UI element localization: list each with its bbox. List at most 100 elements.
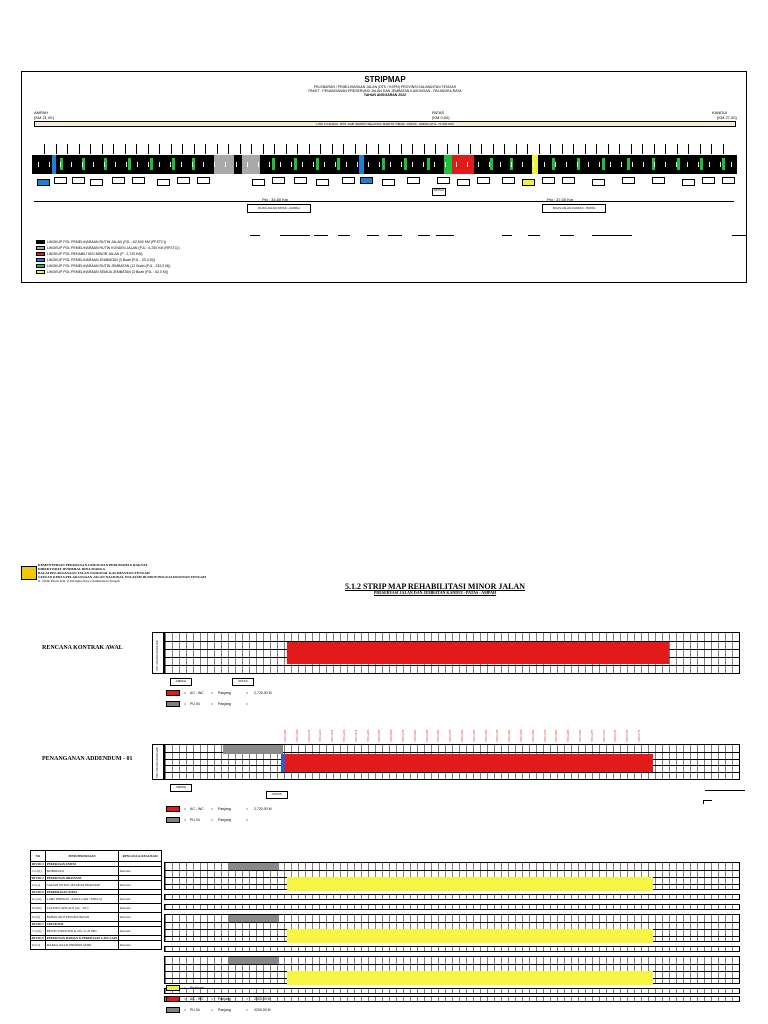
acwc-fill bbox=[283, 754, 653, 772]
stripmap-title: STRIPMAP bbox=[364, 75, 406, 84]
grid-row-line bbox=[165, 751, 739, 753]
legend-text: = bbox=[246, 818, 249, 822]
station-tick bbox=[665, 144, 666, 154]
legend-text: Panjang bbox=[218, 702, 231, 706]
lane-dash bbox=[93, 162, 94, 167]
red-station-label: STA 0+775 bbox=[638, 729, 641, 742]
lane-dash bbox=[665, 162, 666, 167]
lane-dash bbox=[115, 162, 116, 167]
station-tick bbox=[331, 144, 333, 154]
station-tick bbox=[67, 144, 68, 154]
green-marker bbox=[427, 158, 430, 170]
green-marker bbox=[602, 158, 605, 170]
table-cell: LAPIS PEREKAT - ASPAL CAIR / EMULSI bbox=[44, 894, 120, 904]
green-marker bbox=[404, 158, 407, 170]
lane-dash bbox=[555, 162, 556, 167]
lane-dash bbox=[588, 162, 589, 167]
green-marker bbox=[337, 158, 340, 170]
legend-addendum: = AC - WC = Panjang = 2,720,00 M = PU 04 = Panjan… bbox=[166, 806, 316, 828]
green-marker bbox=[677, 158, 680, 170]
legend-label: LINGKUP POL PEMELIHARAAN RUTIN JALAN (PJ… bbox=[47, 240, 166, 244]
lane-dash bbox=[214, 162, 215, 167]
table-header-cell: NO bbox=[30, 850, 46, 862]
station-tick bbox=[607, 144, 609, 154]
lane-dash bbox=[346, 162, 347, 167]
legend-text: = bbox=[184, 807, 187, 811]
station-tick bbox=[113, 144, 114, 154]
legend-text: = bbox=[211, 702, 214, 706]
lane-dash bbox=[401, 162, 402, 167]
red-segment bbox=[452, 155, 474, 174]
bridge-name-chip bbox=[250, 233, 260, 236]
bridge-name-chip bbox=[528, 233, 540, 236]
side-sta-box-2: STA : 000+000 s/d 000+000 bbox=[152, 744, 164, 780]
legend-text: = bbox=[246, 691, 249, 695]
ministry-logo bbox=[21, 566, 37, 580]
legend-text: = bbox=[184, 997, 187, 1001]
org-header: KEMENTERIAN PEKERJAAN UMUM DAN PERUMAHAN… bbox=[38, 563, 206, 583]
bridge-name-chip bbox=[436, 233, 454, 236]
structure-box bbox=[272, 177, 285, 184]
red-station-label: STA 0+750 bbox=[626, 729, 630, 742]
legend-label: LINGKUP POL PEMELIHARAAN RUTIN JEMBATAN … bbox=[47, 264, 171, 268]
legend-text: PU 04 bbox=[190, 1008, 200, 1012]
gray-segment bbox=[214, 155, 234, 174]
red-station-label: STA 0+075 bbox=[307, 729, 311, 742]
station-tick bbox=[642, 144, 643, 154]
lane-dash bbox=[489, 162, 490, 167]
bridge-marker bbox=[52, 155, 56, 174]
station-tick bbox=[159, 144, 160, 154]
lane-dash bbox=[577, 162, 578, 167]
mid-km-label: (KM 0,00) bbox=[432, 115, 450, 120]
org-line-5: Jl. Tjilik Riwut Km. 6 Palangka Raya, Ka… bbox=[38, 579, 120, 583]
structure-box bbox=[90, 179, 103, 186]
structure-box bbox=[157, 179, 170, 186]
lane-dash bbox=[412, 162, 413, 167]
station-tick bbox=[446, 144, 448, 154]
station-tick bbox=[630, 144, 632, 154]
grid-row-line bbox=[165, 870, 739, 871]
green-marker bbox=[192, 158, 195, 170]
station-tick bbox=[320, 144, 321, 154]
station-tick bbox=[538, 144, 540, 154]
span-right-label: Pjg : 37,00 Km bbox=[547, 197, 574, 202]
structure-box bbox=[477, 177, 490, 184]
station-tick bbox=[619, 144, 620, 154]
span-left-label: Pjg : 34,50 Km bbox=[262, 197, 289, 202]
lane-dash bbox=[181, 162, 182, 167]
patas-box-1: PATAS bbox=[232, 678, 254, 686]
bridge-name-chip bbox=[502, 233, 512, 236]
red-station-label: STA 0+725 bbox=[614, 729, 618, 742]
lane-dash bbox=[467, 162, 468, 167]
realisasi-band bbox=[164, 914, 740, 943]
station-tick bbox=[400, 144, 402, 154]
station-tick bbox=[389, 144, 390, 154]
bridge-name-chip bbox=[314, 233, 328, 236]
table-cell: 9.2 (1) bbox=[30, 940, 46, 950]
station-tick bbox=[573, 144, 574, 154]
legend-swatch bbox=[36, 246, 45, 250]
red-station-label: STA 0+550 bbox=[531, 729, 535, 742]
patas-box-2: PATAS bbox=[266, 791, 288, 799]
side-sta-label-1: STA : 000+000 s/d 000+000 bbox=[156, 640, 159, 671]
legend-text: = bbox=[211, 691, 214, 695]
bridge-marker bbox=[444, 155, 452, 174]
structure-boxes bbox=[32, 177, 737, 197]
grid-panel-addendum bbox=[164, 744, 740, 780]
structure-box bbox=[702, 177, 715, 184]
lane-dash bbox=[390, 162, 391, 167]
legend-text: = bbox=[211, 997, 214, 1001]
legend-realisasi: = Realisasi = AC - WC = Panjang = 2000,00 M = PU … bbox=[166, 985, 386, 1021]
station-tick bbox=[101, 144, 103, 154]
table-header-row: NO JENIS PEKERJAAN RENCANA & REALISASI bbox=[30, 850, 163, 862]
lane-dash bbox=[258, 162, 259, 167]
station-tick bbox=[653, 144, 655, 154]
lane-dash bbox=[599, 162, 600, 167]
station-tick bbox=[90, 144, 91, 154]
section-right-box: RUAS JALAN KANDUI - PATAS bbox=[542, 204, 606, 213]
legend-text: = bbox=[246, 807, 249, 811]
station-tick bbox=[147, 144, 149, 154]
table-cell: 7.1 (5a) bbox=[30, 926, 46, 936]
station-tick bbox=[297, 144, 298, 154]
lane-dash bbox=[500, 162, 501, 167]
